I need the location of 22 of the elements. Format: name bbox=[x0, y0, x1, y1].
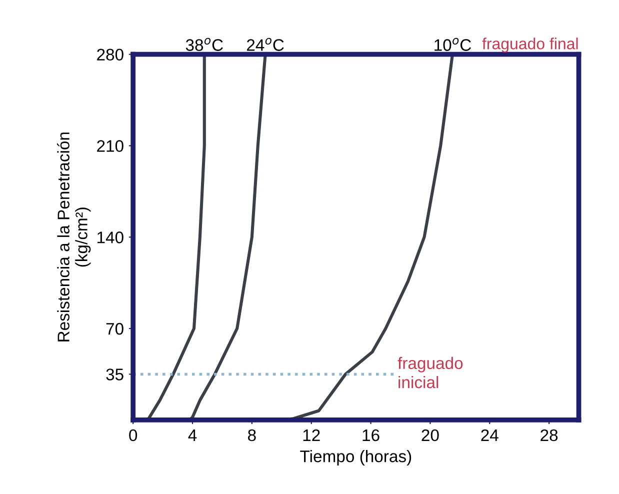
text: fraguado final bbox=[482, 38, 578, 53]
y-axis-title: Resistencia a la Penetración (kg/cm²) bbox=[57, 132, 91, 342]
x-tick-label: 20 bbox=[422, 429, 439, 442]
y-tick-label: 140 bbox=[98, 232, 124, 244]
x-tick-label: 12 bbox=[303, 429, 320, 442]
line-series bbox=[146, 54, 206, 420]
x-tick-label: 4 bbox=[188, 430, 197, 442]
x-tick-label: 16 bbox=[362, 429, 380, 442]
y-tick-label: 210 bbox=[97, 140, 124, 152]
x-tick-label: 8 bbox=[248, 429, 256, 442]
x-tick-label: 28 bbox=[540, 429, 558, 442]
line-series bbox=[188, 54, 267, 420]
x-tick-label: 24 bbox=[481, 429, 498, 442]
series-label: 24$^{o}$C bbox=[246, 38, 284, 51]
series-label: 38$^{o}$C bbox=[186, 38, 223, 51]
series-label: 10$^{o}$C bbox=[434, 38, 472, 51]
x-axis-title: Tiempo (horas) bbox=[300, 450, 412, 466]
y-tick-label: 35 bbox=[106, 368, 124, 380]
y-tick-label: 70 bbox=[106, 322, 124, 335]
ref-line-label: fraguado inicial bbox=[398, 356, 463, 388]
x-tick-label: 0 bbox=[129, 429, 138, 442]
y-tick-label: 280 bbox=[97, 48, 124, 61]
